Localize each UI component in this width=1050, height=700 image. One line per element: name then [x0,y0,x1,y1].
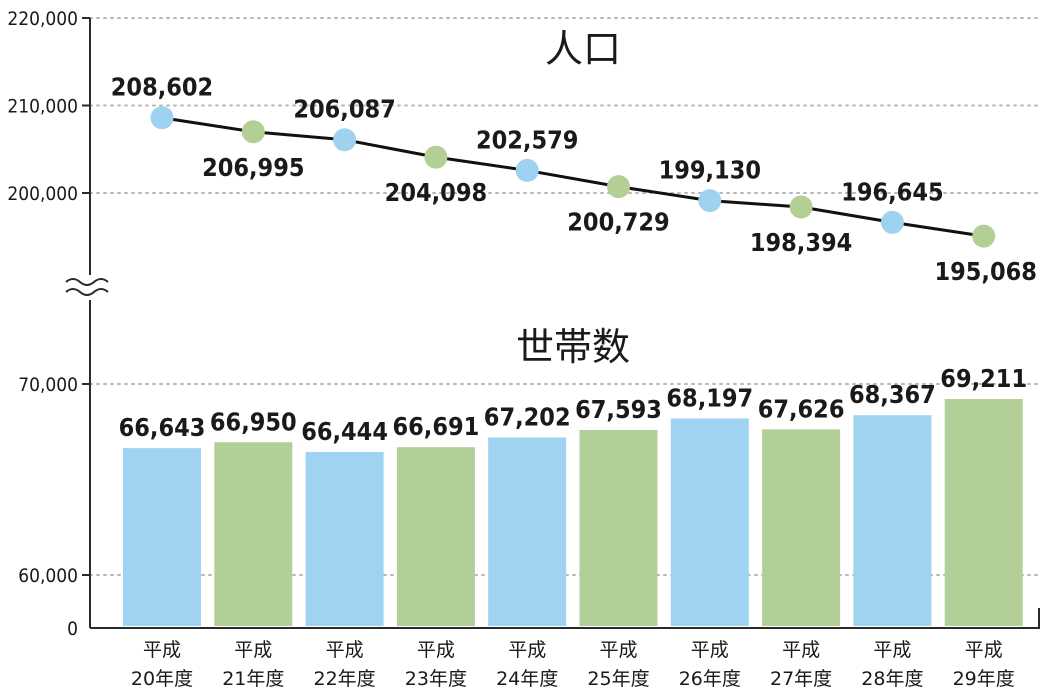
household-bar [214,442,293,626]
population-line [161,116,984,238]
x-label-era: 平成 [965,639,1003,661]
household-value-label: 66,691 [393,412,480,441]
household-value-label: 66,950 [210,407,297,436]
population-y-tick-label: 220,000 [7,8,78,30]
household-bar [123,448,201,626]
households-y-ticks: 0 60,000 70,000 [18,374,90,640]
axes [65,18,1040,629]
x-label-year: 28年度 [861,668,923,690]
population-value-label: 195,068 [934,257,1036,286]
population-point [150,106,174,130]
population-point [241,120,265,144]
household-bar [762,429,841,626]
x-label-era: 平成 [326,639,364,661]
population-value-label: 206,087 [293,95,395,124]
x-label-year: 22年度 [314,668,376,690]
households-y-tick-label: 0 [67,618,78,640]
x-label-era: 平成 [234,639,272,661]
household-bar [944,399,1023,626]
household-value-label: 67,593 [575,395,662,424]
population-value-label: 208,602 [111,73,213,102]
population-point [880,210,904,234]
household-value-label: 67,202 [484,402,571,431]
household-value-label: 68,197 [666,383,753,412]
population-point [424,145,448,169]
population-value-label: 202,579 [476,125,578,154]
household-value-label: 67,626 [758,394,845,423]
axis-break-mark [65,278,109,296]
population-y-tick-label: 210,000 [7,96,78,118]
x-label-year: 23年度 [405,668,467,690]
population-point [972,224,996,248]
x-label-era: 平成 [691,639,729,661]
household-bar [305,451,384,626]
x-label-year: 21年度 [222,668,284,690]
population-value-labels: 208,602 206,995 206,087 204,098 202,579 200,7… [111,73,1037,286]
x-label-era: 平成 [782,639,820,661]
x-label-year: 20年度 [131,668,193,690]
population-point [698,189,722,213]
x-axis-labels: 平成 20年度 平成 21年度 平成 22年度 平成 23年度 平成 24年度 平成 25年度 平成 26… [131,639,1015,690]
household-bar [670,418,749,626]
population-series-line [161,116,984,238]
x-label-era: 平成 [508,639,546,661]
households-bars [123,399,1023,626]
x-label-year: 29年度 [953,668,1015,690]
population-value-label: 206,995 [202,153,304,182]
population-y-tick-label: 200,000 [7,183,78,205]
population-point [333,128,357,152]
household-value-label: 68,367 [849,380,936,409]
x-label-era: 平成 [417,639,455,661]
households-y-tick-label: 70,000 [18,374,78,396]
population-point [607,175,630,199]
population-y-ticks: 200,000 210,000 220,000 [7,8,90,205]
x-label-year: 25年度 [587,668,649,690]
households-title: 世帯数 [516,325,630,369]
x-label-era: 平成 [873,639,911,661]
x-label-era: 平成 [599,639,637,661]
x-label-year: 26年度 [679,668,741,690]
household-value-label: 69,211 [940,364,1027,393]
population-value-label: 200,729 [567,208,669,237]
population-point [789,195,813,219]
households-value-labels: 66,643 66,950 66,444 66,691 67,202 67,593 68,1… [119,364,1027,446]
population-points [150,106,996,248]
population-point [515,158,539,182]
household-bar [396,447,475,626]
households-y-tick-label: 60,000 [18,565,78,587]
x-label-era: 平成 [143,639,181,661]
household-value-label: 66,444 [301,417,388,446]
household-bar [488,437,567,626]
population-title: 人口 [545,27,621,71]
x-label-year: 24年度 [496,668,558,690]
population-value-label: 198,394 [750,228,852,257]
population-value-label: 196,645 [841,177,943,206]
population-value-label: 199,130 [659,156,761,185]
household-value-label: 66,643 [119,413,206,442]
household-bar [853,415,932,626]
household-bar [579,429,658,626]
x-label-year: 27年度 [770,668,832,690]
population-value-label: 204,098 [385,178,487,207]
